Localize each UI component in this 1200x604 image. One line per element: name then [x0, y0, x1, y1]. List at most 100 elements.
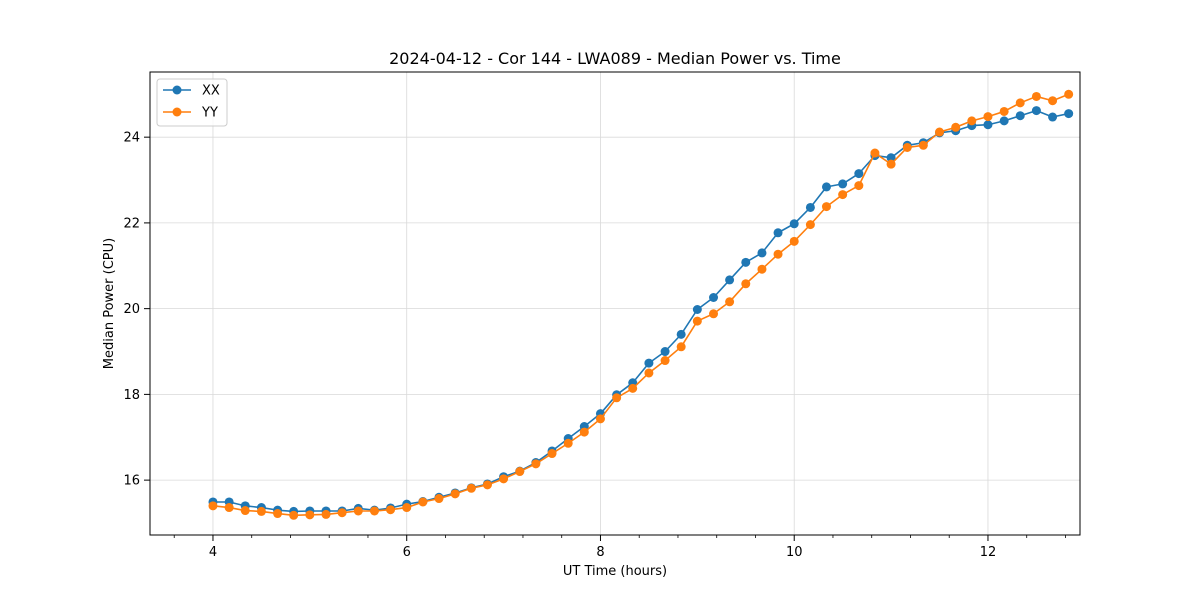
y-axis-label: Median Power (CPU) [102, 238, 117, 369]
data-point-yy [499, 474, 509, 484]
data-point-yy [757, 264, 767, 274]
data-point-yy [321, 509, 331, 519]
x-axis-label: UT Time (hours) [563, 564, 667, 579]
legend-label-yy: YY [201, 106, 218, 121]
grid-lines [150, 72, 1080, 535]
legend: XX YY [156, 78, 228, 127]
data-point-xx [1031, 106, 1041, 116]
data-point-yy [273, 509, 283, 519]
plot-frame [149, 71, 1081, 536]
data-point-yy [951, 122, 961, 132]
data-point-yy [482, 480, 492, 490]
data-point-xx [692, 305, 702, 314]
data-point-yy [983, 112, 993, 122]
data-point-yy [402, 503, 412, 513]
data-point-yy [256, 506, 266, 516]
x-tick-label: 10 [786, 545, 803, 560]
legend-marker-yy [172, 107, 182, 117]
data-point-yy [289, 510, 299, 520]
data-point-yy [1031, 91, 1041, 101]
data-point-yy [886, 159, 896, 169]
series-line-yy [212, 93, 1069, 517]
y-tick-label: 24 [123, 131, 140, 146]
data-point-xx [676, 329, 686, 339]
data-point-yy [918, 140, 928, 150]
data-point-xx [644, 358, 654, 368]
series-line-xx [212, 109, 1069, 513]
y-tick-label: 20 [123, 302, 140, 317]
data-point-xx [741, 257, 751, 267]
data-point-yy [692, 316, 702, 326]
data-point-yy [595, 414, 605, 424]
data-point-yy [773, 249, 783, 259]
x-tick-label: 12 [980, 545, 997, 560]
data-point-xx [789, 219, 799, 229]
data-point-xx [1015, 111, 1025, 121]
data-point-xx [1048, 112, 1058, 122]
data-point-yy [515, 467, 525, 477]
legend-marker-xx [172, 85, 182, 95]
data-point-xx [1064, 109, 1074, 119]
data-point-yy [709, 309, 719, 319]
data-point-yy [999, 106, 1009, 116]
data-point-yy [1015, 98, 1025, 108]
data-point-yy [208, 501, 218, 511]
series-layer [208, 89, 1074, 520]
data-point-yy [741, 279, 751, 289]
data-point-yy [434, 494, 444, 504]
data-point-yy [644, 368, 654, 378]
data-point-xx [999, 116, 1009, 126]
data-point-xx [773, 228, 783, 238]
data-point-yy [676, 342, 686, 352]
data-point-yy [838, 190, 848, 200]
data-point-xx [854, 169, 864, 179]
x-tick-label: 4 [209, 545, 217, 560]
data-point-xx [709, 293, 719, 302]
data-point-yy [789, 236, 799, 246]
series-xx [208, 106, 1074, 516]
data-point-yy [612, 393, 622, 403]
data-point-xx [725, 275, 735, 285]
data-point-xx [660, 347, 670, 357]
data-point-yy [531, 459, 541, 469]
data-point-xx [821, 182, 831, 192]
data-point-yy [1064, 89, 1074, 99]
data-point-yy [305, 510, 315, 520]
data-point-yy [967, 116, 977, 126]
y-tick-label: 18 [123, 388, 140, 403]
data-point-yy [418, 497, 428, 507]
data-point-yy [1048, 96, 1058, 106]
data-point-yy [337, 508, 347, 518]
data-point-yy [224, 503, 234, 513]
data-point-yy [450, 489, 460, 499]
legend-label-xx: XX [202, 84, 220, 99]
data-point-yy [821, 202, 831, 212]
axis-ticks: 4 6 8 10 12 16 18 20 22 24 [123, 131, 1066, 560]
data-point-yy [579, 427, 589, 437]
data-point-yy [628, 383, 638, 393]
data-point-yy [805, 220, 815, 230]
data-point-yy [563, 438, 573, 448]
data-point-xx [757, 248, 767, 258]
data-point-yy [369, 506, 379, 516]
data-point-xx [838, 179, 848, 189]
data-point-yy [240, 506, 250, 516]
series-yy [208, 89, 1074, 520]
data-point-yy [902, 142, 912, 152]
data-point-yy [725, 297, 735, 307]
chart-title: 2024-04-12 - Cor 144 - LWA089 - Median P… [389, 49, 841, 68]
data-point-yy [870, 148, 880, 158]
data-point-yy [386, 505, 396, 515]
data-point-xx [983, 120, 993, 130]
data-point-yy [466, 483, 476, 493]
x-tick-label: 8 [596, 545, 604, 560]
y-tick-label: 22 [123, 216, 140, 231]
data-point-yy [547, 449, 557, 459]
y-tick-label: 16 [123, 474, 140, 489]
data-point-yy [854, 181, 864, 191]
data-point-yy [660, 356, 670, 366]
data-point-yy [935, 127, 945, 137]
data-point-xx [886, 153, 896, 163]
